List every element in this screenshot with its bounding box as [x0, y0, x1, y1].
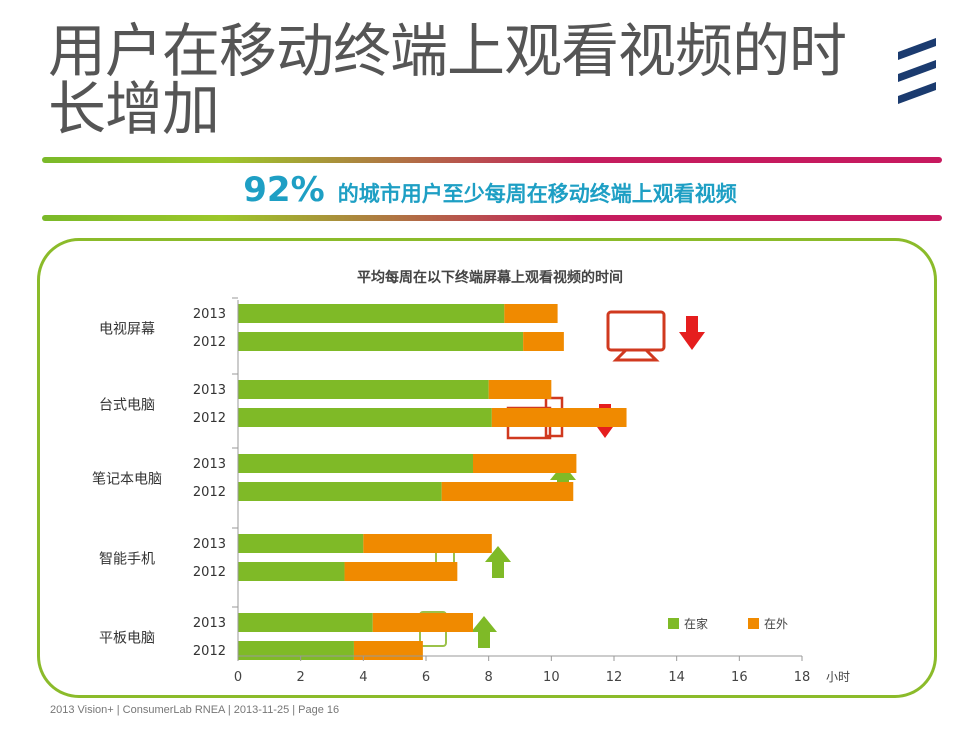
year-label: 2012: [193, 335, 226, 350]
bar-home: [238, 613, 373, 632]
x-tick-label: 6: [422, 670, 430, 685]
bar-home: [238, 380, 489, 399]
year-label: 2013: [193, 616, 226, 631]
year-label: 2013: [193, 457, 226, 472]
bar-away: [441, 482, 574, 501]
bar-away: [473, 454, 577, 473]
footer: 2013 Vision+ | ConsumerLab RNEA | 2013-1…: [50, 704, 340, 716]
x-tick-label: 4: [359, 670, 367, 685]
legend-swatch-home: [668, 618, 679, 629]
bar-away: [491, 408, 627, 427]
bar-home: [238, 534, 364, 553]
bar-away: [344, 562, 458, 581]
bar-home: [238, 408, 492, 427]
bar-home: [238, 562, 345, 581]
trend-down-arrow-icon: [679, 316, 705, 350]
chart-title: 平均每周在以下终端屏幕上观看视频的时间: [357, 269, 623, 286]
x-tick-label: 12: [606, 670, 623, 685]
x-tick-label: 0: [234, 670, 242, 685]
legend-label-home: 在家: [684, 616, 708, 631]
legend-swatch-away: [748, 618, 759, 629]
headline-text: 的城市用户至少每周在移动终端上观看视频: [337, 182, 737, 206]
bar-away: [523, 332, 564, 351]
headline-percentage: 92%: [243, 170, 325, 210]
x-tick-label: 16: [731, 670, 748, 685]
bar-away: [353, 641, 423, 660]
trend-up-arrow-icon: [471, 616, 497, 648]
year-label: 2013: [193, 307, 226, 322]
ericsson-logo: [898, 38, 936, 104]
bar-away: [504, 304, 558, 323]
bar-away: [363, 534, 492, 553]
year-label: 2012: [193, 644, 226, 659]
year-label: 2013: [193, 383, 226, 398]
year-label: 2012: [193, 411, 226, 426]
x-tick-label: 18: [794, 670, 811, 685]
category-label: 笔记本电脑: [92, 472, 162, 488]
trend-up-arrow-icon: [485, 546, 511, 578]
category-label: 平板电脑: [99, 631, 155, 647]
legend-label-away: 在外: [764, 617, 788, 631]
category-label: 智能手机: [99, 552, 155, 568]
year-label: 2012: [193, 565, 226, 580]
tv-icon: [606, 310, 666, 352]
x-axis-unit: 小时: [826, 670, 850, 684]
tv-stand-icon: [612, 348, 660, 362]
bar-home: [238, 304, 505, 323]
category-label: 电视屏幕: [99, 322, 155, 338]
x-tick-label: 10: [543, 670, 560, 685]
bar-away: [488, 380, 552, 399]
divider-top: [42, 157, 942, 163]
x-tick-label: 2: [297, 670, 305, 685]
bar-home: [238, 454, 473, 473]
x-tick-label: 14: [668, 670, 685, 685]
divider-bottom: [42, 215, 942, 221]
category-label: 台式电脑: [99, 398, 155, 414]
chart-panel: [37, 238, 937, 698]
bar-home: [238, 332, 524, 351]
x-tick-label: 8: [485, 670, 493, 685]
bar-away: [372, 613, 473, 632]
bar-home: [238, 482, 442, 501]
year-label: 2012: [193, 485, 226, 500]
slide-title: 用户在移动终端上观看视频的时长增加: [48, 17, 847, 143]
year-label: 2013: [193, 537, 226, 552]
bar-home: [238, 641, 354, 660]
headline: 92% 的城市用户至少每周在移动终端上观看视频: [0, 170, 980, 210]
